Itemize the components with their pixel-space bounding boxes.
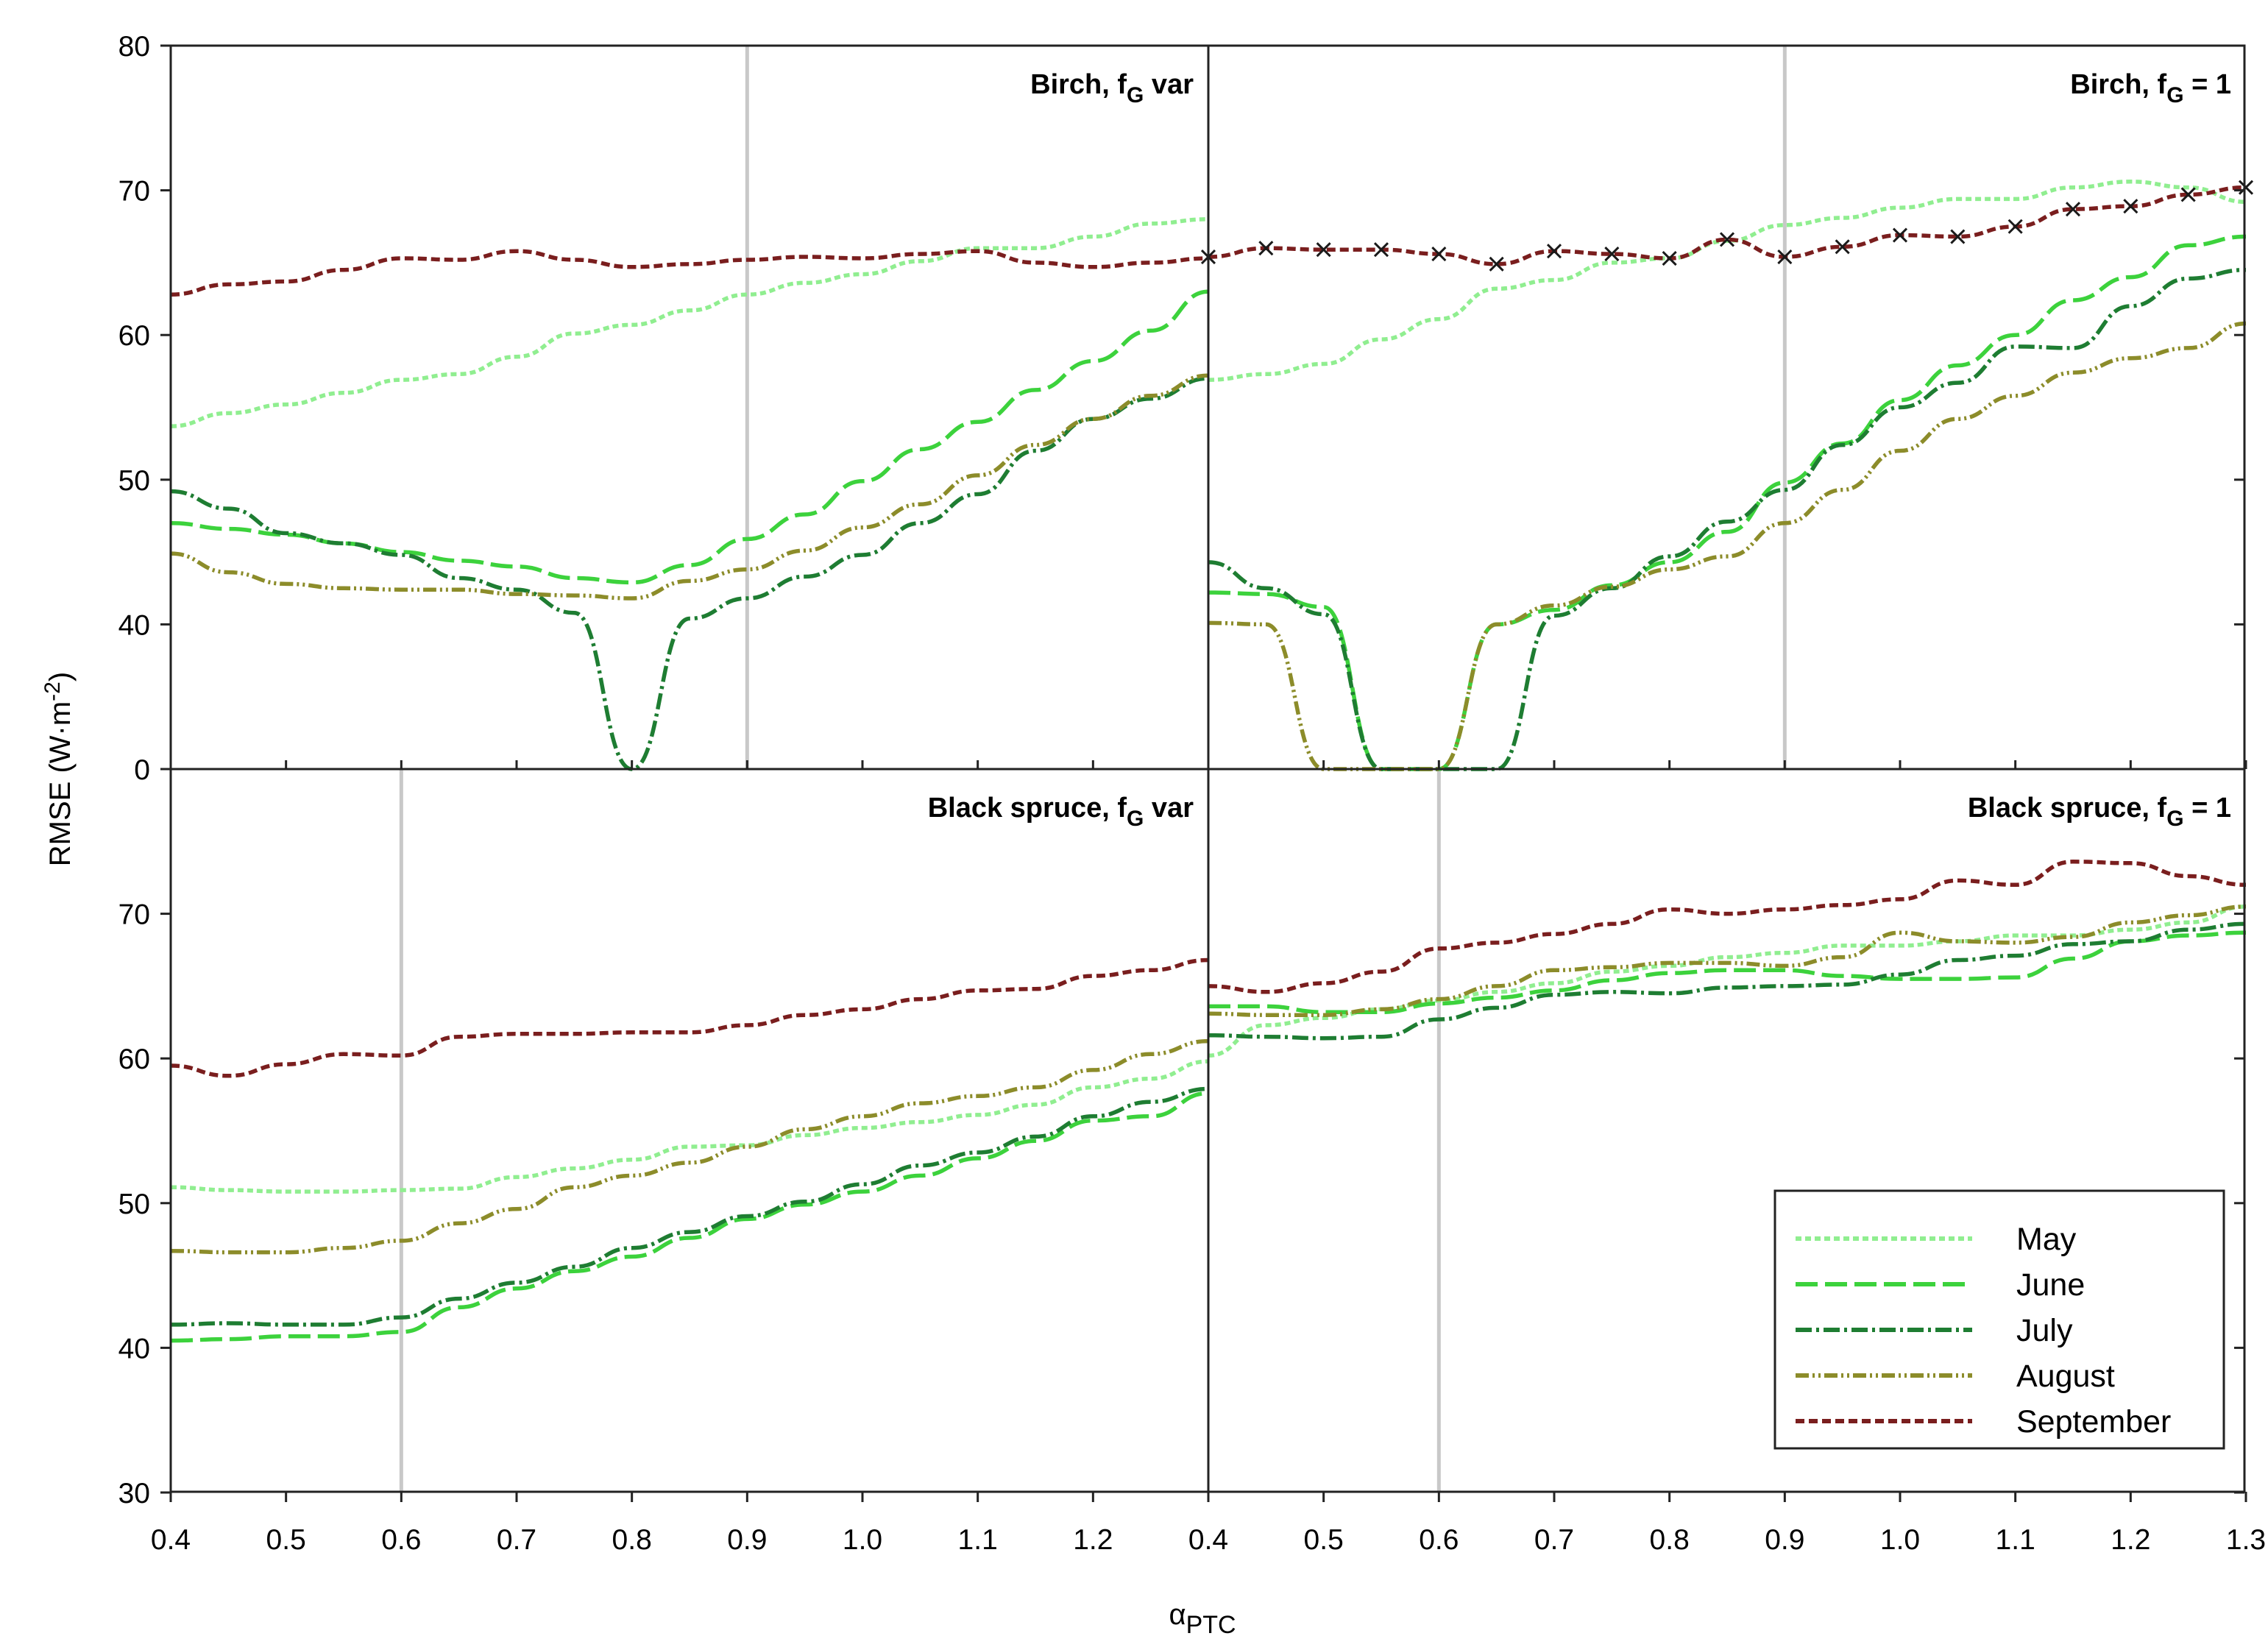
- y-tick-label-top-50: 50: [118, 465, 150, 497]
- x-marker-birch-fg1-6: [1546, 244, 1562, 259]
- x-tick-label-x_ticks_right-1.3: 1.3: [2226, 1524, 2266, 1556]
- y-tick-label-bottom-50: 50: [118, 1189, 150, 1220]
- series-markers: [1200, 180, 2254, 272]
- y-tick-label-bottom-40: 40: [118, 1333, 150, 1364]
- x-tick-label-x_ticks_left-0.9: 0.9: [727, 1524, 767, 1556]
- y-tick-label-bottom-60: 60: [118, 1044, 150, 1075]
- x-tick-label-x_ticks_right-0.9: 0.9: [1765, 1524, 1804, 1556]
- legend-label-august: August: [2016, 1359, 2115, 1394]
- x-marker-birch-fg1-3: [1373, 242, 1389, 258]
- x-tick-label-x_ticks_left-1.2: 1.2: [1073, 1524, 1113, 1556]
- axis-ticks: 0 40 50 60 70 80 30 40 50 60 70 0.4 0.5 0.6 0.7 0.8 0.9 1…: [118, 31, 2267, 1556]
- y-tick-label-bottom-30: 30: [118, 1478, 150, 1509]
- series-line-birch-var-june: [170, 289, 1209, 585]
- y-tick-label-top-70: 70: [118, 176, 150, 208]
- series-line-spruce-fg1-september: [1208, 860, 2247, 994]
- series-line-spruce-fg1-may: [1208, 904, 2247, 1058]
- series-line-spruce-var-september: [170, 957, 1209, 1078]
- series-line-birch-var-september: [170, 249, 1209, 297]
- series-line-birch-fg1-may: [1208, 180, 2247, 382]
- series-line-birch-var-may: [170, 217, 1209, 428]
- x-marker-birch-fg1-10: [1777, 249, 1793, 265]
- x-marker-birch-fg1-5: [1489, 256, 1504, 272]
- x-tick-label-x_ticks_right-0.4: 0.4: [1188, 1524, 1228, 1556]
- series-line-birch-var-august: [170, 373, 1209, 601]
- panel-titles: Birch, fG var Birch, fG = 1 Black spruce, …: [928, 69, 2231, 831]
- x-marker-birch-fg1-12: [1892, 227, 1908, 243]
- series-line-spruce-fg1-august: [1208, 904, 2247, 1017]
- panel-title-birch-var: Birch, fG var: [1030, 69, 1194, 107]
- x-tick-label-x_ticks_right-0.6: 0.6: [1419, 1524, 1459, 1556]
- y-tick-label-bottom-70: 70: [118, 899, 150, 931]
- x-marker-birch-fg1-7: [1604, 247, 1620, 262]
- y-tick-label-top-0: 0: [134, 754, 150, 786]
- series-line-birch-fg1-july: [1208, 267, 2247, 771]
- x-tick-label-x_ticks_right-0.5: 0.5: [1304, 1524, 1344, 1556]
- x-marker-birch-fg1-18: [2238, 180, 2254, 195]
- x-tick-label-x_ticks_right-0.7: 0.7: [1534, 1524, 1574, 1556]
- data-series: [170, 180, 2247, 1343]
- series-line-spruce-var-july: [170, 1086, 1209, 1327]
- panel-title-birch-fg1: Birch, fG = 1: [2070, 69, 2231, 107]
- legend-label-may: May: [2016, 1222, 2077, 1257]
- x-tick-label-x_ticks_left-0.4: 0.4: [151, 1524, 191, 1556]
- x-marker-birch-fg1-17: [2180, 187, 2196, 202]
- series-line-spruce-var-may: [170, 1059, 1209, 1194]
- x-marker-birch-fg1-16: [2123, 199, 2138, 214]
- legend: May June July August September: [1773, 1189, 2225, 1450]
- series-line-birch-var-july: [170, 376, 1209, 771]
- x-tick-label-x_ticks_right-0.8: 0.8: [1650, 1524, 1690, 1556]
- x-axis-title: αPTC: [1169, 1598, 1236, 1639]
- x-marker-birch-fg1-14: [2007, 219, 2023, 234]
- axis-titles: αPTC RMSE (W·m-2): [40, 672, 1236, 1639]
- x-tick-label-x_ticks_left-0.7: 0.7: [497, 1524, 536, 1556]
- x-tick-label-x_ticks_left-0.5: 0.5: [266, 1524, 306, 1556]
- series-line-spruce-fg1-july: [1208, 921, 2247, 1041]
- x-marker-birch-fg1-9: [1719, 232, 1735, 247]
- series-line-spruce-var-august: [170, 1038, 1209, 1255]
- legend-label-september: September: [2016, 1404, 2171, 1440]
- x-marker-birch-fg1-11: [1835, 239, 1850, 255]
- legend-label-july: July: [2016, 1313, 2073, 1348]
- x-tick-label-x_ticks_right-1.1: 1.1: [1996, 1524, 2035, 1556]
- y-tick-label-top-60: 60: [118, 320, 150, 352]
- series-line-spruce-var-june: [170, 1091, 1209, 1343]
- x-marker-birch-fg1-4: [1431, 247, 1447, 262]
- x-marker-birch-fg1-13: [1950, 229, 1966, 244]
- series-line-birch-fg1-june: [1208, 234, 2247, 771]
- legend-box: [1773, 1189, 2225, 1450]
- y-tick-label-top-80: 80: [118, 31, 150, 63]
- x-tick-label-x_ticks_right-1.0: 1.0: [1880, 1524, 1920, 1556]
- x-marker-birch-fg1-15: [2065, 202, 2081, 217]
- x-tick-label-x_ticks_right-1.2: 1.2: [2111, 1524, 2150, 1556]
- x-tick-label-x_ticks_left-0.8: 0.8: [612, 1524, 652, 1556]
- x-tick-label-x_ticks_left-0.6: 0.6: [381, 1524, 421, 1556]
- x-tick-label-x_ticks_left-1.0: 1.0: [843, 1524, 882, 1556]
- reference-lines: [399, 46, 1787, 1493]
- x-tick-label-x_ticks_left-1.1: 1.1: [958, 1524, 998, 1556]
- x-marker-birch-fg1-8: [1662, 250, 1677, 266]
- panel-title-spruce-fg1: Black spruce, fG = 1: [1968, 793, 2231, 831]
- panel-title-spruce-var: Black spruce, fG var: [928, 793, 1194, 831]
- x-marker-birch-fg1-1: [1258, 241, 1274, 256]
- series-line-spruce-fg1-june: [1208, 930, 2247, 1015]
- x-marker-birch-fg1-2: [1316, 242, 1331, 258]
- y-axis-title: RMSE (W·m-2): [40, 672, 77, 866]
- legend-label-june: June: [2016, 1267, 2085, 1303]
- y-tick-label-top-40: 40: [118, 609, 150, 641]
